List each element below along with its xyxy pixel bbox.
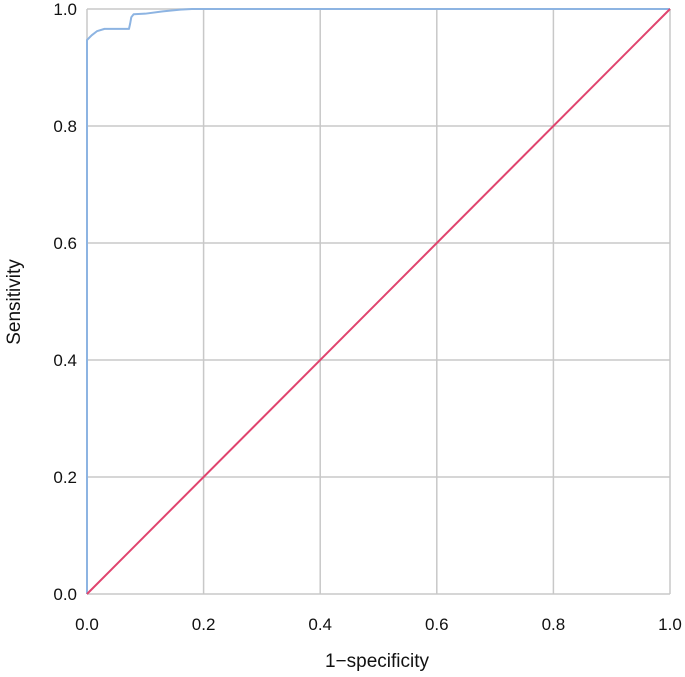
- x-tick-label-4: 0.8: [542, 615, 566, 634]
- y-tick-label-2: 0.4: [53, 351, 77, 370]
- y-tick-label-4: 0.8: [53, 117, 77, 136]
- y-tick-label-1: 0.2: [53, 468, 77, 487]
- x-tick-label-3: 0.6: [425, 615, 449, 634]
- y-tick-label-3: 0.6: [53, 234, 77, 253]
- reference-diagonal-line: [86, 8, 671, 595]
- x-tick-label-0: 0.0: [75, 615, 99, 634]
- x-tick-label-5: 1.0: [658, 615, 682, 634]
- y-tick-label-5: 1.0: [53, 0, 77, 19]
- roc-curve-line: [86, 8, 670, 594]
- y-axis-title: Sensitivity: [4, 259, 25, 345]
- x-tick-label-1: 0.2: [192, 615, 216, 634]
- x-tick-labels: 0.0 0.2 0.4 0.6 0.8 1.0: [75, 615, 682, 634]
- series-group: [86, 8, 671, 595]
- y-tick-labels: 0.0 0.2 0.4 0.6 0.8 1.0: [53, 0, 77, 604]
- x-axis-title: 1−specificity: [325, 651, 430, 672]
- y-tick-label-0: 0.0: [53, 585, 77, 604]
- x-tick-label-2: 0.4: [308, 615, 332, 634]
